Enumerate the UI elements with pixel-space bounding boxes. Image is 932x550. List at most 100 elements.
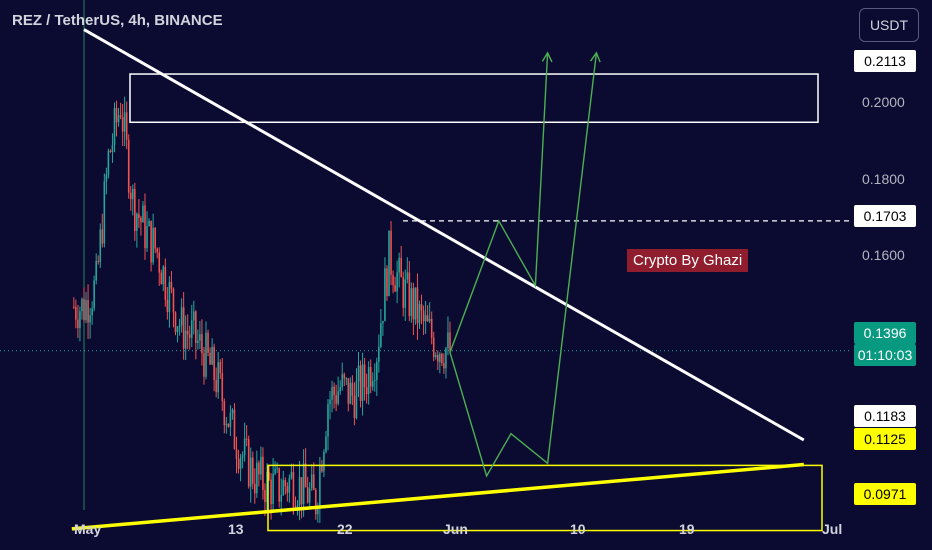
candle-body xyxy=(129,192,132,200)
candle-body xyxy=(422,310,425,322)
candle-body xyxy=(412,288,415,320)
candle-body xyxy=(166,299,169,312)
candle-body xyxy=(99,229,102,263)
candle-body xyxy=(174,312,177,333)
x-tick-label: 10 xyxy=(570,521,586,537)
candle-body xyxy=(245,438,248,440)
candle-body xyxy=(341,374,344,388)
x-tick-label: 13 xyxy=(228,521,244,537)
candle-body xyxy=(447,332,449,349)
candle-body xyxy=(380,323,382,347)
candle-body xyxy=(382,321,384,324)
candle-body xyxy=(188,334,191,338)
candle-body xyxy=(132,188,134,200)
candle-body xyxy=(351,382,354,396)
resistance-zone-box xyxy=(129,73,819,124)
candle-body xyxy=(394,285,396,292)
candle-body xyxy=(219,362,222,374)
candle-body xyxy=(107,150,110,175)
descending-trendline xyxy=(83,28,805,442)
candle-body xyxy=(284,480,287,487)
candle-body xyxy=(416,287,419,324)
candle-body xyxy=(225,423,228,426)
candle-body xyxy=(376,361,378,380)
candle-body xyxy=(197,340,199,343)
candle-body xyxy=(302,463,305,505)
candle-body xyxy=(312,474,315,491)
candle-body xyxy=(270,479,272,505)
candle-body xyxy=(168,281,171,312)
candle-body xyxy=(282,480,285,496)
candle-body xyxy=(276,468,278,470)
price-badge-last: 0.1396 xyxy=(854,322,916,344)
candle-body xyxy=(355,381,358,418)
candle-body xyxy=(274,468,276,474)
y-tick-label: 0.1800 xyxy=(862,171,905,187)
candle-body xyxy=(227,423,230,427)
candle-body xyxy=(85,300,87,321)
candle-body xyxy=(345,378,348,380)
candle-body xyxy=(357,365,360,382)
candle-body xyxy=(441,353,443,364)
candle-body xyxy=(223,401,226,426)
candle-body xyxy=(420,304,423,311)
price-badge-swing-high: 0.1703 xyxy=(854,205,916,227)
candle-body xyxy=(195,311,197,343)
candle-body xyxy=(101,229,104,244)
candle-body xyxy=(280,495,283,502)
currency-button[interactable]: USDT xyxy=(859,8,919,42)
candle-body xyxy=(162,266,165,285)
candle-body xyxy=(134,188,136,231)
candle-body xyxy=(164,266,167,300)
candle-body xyxy=(156,248,158,253)
candle-body xyxy=(243,438,246,456)
candle-body xyxy=(396,272,398,292)
candle-body xyxy=(215,380,217,393)
candle-body xyxy=(193,311,195,321)
candle-body xyxy=(190,320,193,338)
candle-body xyxy=(400,257,402,278)
symbol-title[interactable]: REZ / TetherUS, 4h, BINANCE xyxy=(12,12,223,29)
candle-body xyxy=(414,287,417,320)
price-badge-support-bottom: 0.0971 xyxy=(854,483,916,505)
candle-body xyxy=(217,362,219,393)
candle-body xyxy=(278,468,280,502)
candle-body xyxy=(365,387,368,394)
candle-body xyxy=(140,217,142,223)
candle-body xyxy=(333,386,335,396)
candle-body xyxy=(369,367,372,387)
x-tick-label: 22 xyxy=(337,521,353,537)
candle-body xyxy=(443,363,445,369)
candle-body xyxy=(142,205,144,223)
candle-body xyxy=(184,330,187,349)
x-tick-label: Jun xyxy=(443,521,468,537)
candle-body xyxy=(260,456,262,475)
candle-body xyxy=(373,379,376,382)
candle-body xyxy=(125,112,128,140)
candle-body xyxy=(144,205,146,249)
candle-body xyxy=(327,404,329,437)
candle-body xyxy=(272,473,274,505)
candle-body xyxy=(361,364,364,401)
candle-body xyxy=(211,346,213,365)
candle-body xyxy=(93,280,95,309)
candle-body xyxy=(363,364,366,388)
candle-body xyxy=(205,332,207,377)
candle-body xyxy=(186,330,189,335)
candle-body xyxy=(349,382,352,404)
candle-body xyxy=(439,353,441,362)
candle-body xyxy=(353,395,356,418)
candle-body xyxy=(117,115,120,123)
candle-body xyxy=(138,213,140,218)
candle-body xyxy=(408,272,411,317)
candle-body xyxy=(310,474,313,489)
candle-body xyxy=(398,257,400,273)
candle-body xyxy=(298,477,301,506)
candle-body xyxy=(315,490,317,515)
candle-body xyxy=(258,462,260,475)
candle-body xyxy=(432,337,435,358)
candle-body xyxy=(233,409,236,450)
candle-body xyxy=(426,315,429,322)
candle-body xyxy=(182,307,185,349)
